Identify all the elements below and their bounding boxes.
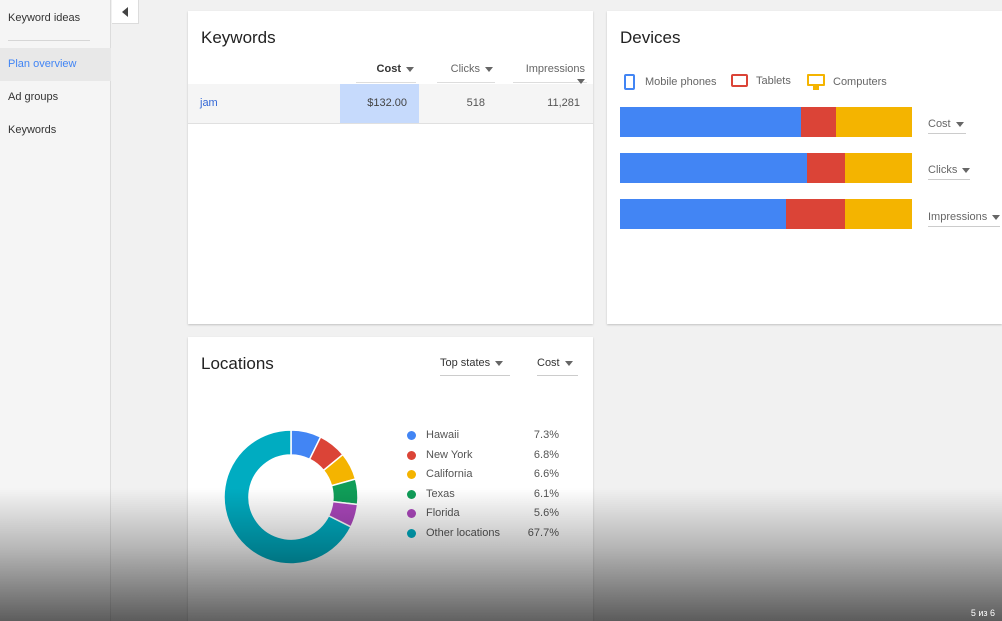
metric-dropdown-clicks[interactable]: Clicks bbox=[928, 164, 971, 180]
legend-tablets: Tablets bbox=[731, 74, 791, 87]
bar-segment-tablets bbox=[786, 199, 845, 229]
chevron-down-icon bbox=[955, 121, 964, 127]
sidebar-item-plan-overview[interactable]: Plan overview bbox=[0, 48, 111, 81]
sort-caret-icon bbox=[406, 66, 414, 72]
bar-segment-tablets bbox=[801, 107, 837, 137]
legend-dot bbox=[407, 470, 416, 479]
legend-item: Other locations 67.7% bbox=[407, 527, 559, 541]
sidebar: Keyword ideas Plan overview Ad groups Ke… bbox=[0, 0, 111, 621]
legend-dot bbox=[407, 490, 416, 499]
sidebar-item-keywords[interactable]: Keywords bbox=[8, 124, 57, 136]
bar-segment-computers bbox=[844, 153, 912, 183]
keywords-title: Keywords bbox=[201, 28, 276, 47]
legend-item: Hawaii 7.3% bbox=[407, 429, 559, 443]
device-bar-clicks bbox=[620, 153, 912, 183]
legend-dot bbox=[407, 509, 416, 518]
devices-title: Devices bbox=[620, 28, 681, 47]
location-metric-dropdown[interactable]: Cost bbox=[537, 357, 578, 376]
chevron-left-icon bbox=[122, 6, 128, 17]
legend-mobile-phones: Mobile phones bbox=[624, 74, 717, 90]
mobile-phone-icon bbox=[624, 74, 635, 90]
locations-title: Locations bbox=[201, 354, 274, 373]
legend-item: Florida 5.6% bbox=[407, 507, 559, 521]
sort-caret-icon bbox=[577, 78, 585, 84]
keyword-link[interactable]: jam bbox=[200, 97, 218, 109]
locations-card: Locations Top states Cost Hawaii 7.3% New… bbox=[188, 337, 593, 621]
chevron-down-icon bbox=[495, 360, 504, 366]
keywords-card: Keywords Cost Clicks Impressions jam $13… bbox=[188, 11, 593, 324]
bar-segment-mobile-phones bbox=[620, 153, 807, 183]
legend-item: California 6.6% bbox=[407, 468, 559, 482]
bar-segment-computers bbox=[844, 199, 912, 229]
collapse-sidebar-button[interactable] bbox=[112, 0, 139, 24]
cost-cell: $132.00 bbox=[340, 84, 419, 123]
bar-segment-tablets bbox=[806, 153, 845, 183]
tablet-icon bbox=[731, 74, 748, 87]
legend-dot bbox=[407, 451, 416, 460]
metric-dropdown-cost[interactable]: Cost bbox=[928, 118, 966, 134]
table-row: jam $132.00 518 11,281 bbox=[188, 84, 593, 124]
sort-caret-icon bbox=[485, 66, 493, 72]
page-indicator: 5 из 6 bbox=[970, 608, 995, 618]
metric-dropdown-impressions[interactable]: Impressions bbox=[928, 211, 1001, 227]
device-bar-cost bbox=[620, 107, 912, 137]
legend-computers: Computers bbox=[807, 74, 887, 90]
locations-donut-chart bbox=[223, 429, 359, 565]
chevron-down-icon bbox=[992, 214, 1001, 220]
legend-dot bbox=[407, 431, 416, 440]
chevron-down-icon bbox=[564, 360, 573, 366]
clicks-cell: 518 bbox=[466, 97, 485, 109]
column-header-cost[interactable]: Cost bbox=[356, 63, 416, 83]
sidebar-item-keyword-ideas[interactable]: Keyword ideas bbox=[8, 12, 81, 24]
bar-segment-mobile-phones bbox=[620, 199, 787, 229]
legend-dot bbox=[407, 529, 416, 538]
bar-segment-mobile-phones bbox=[620, 107, 802, 137]
computer-icon bbox=[807, 74, 825, 90]
sidebar-divider bbox=[8, 40, 90, 41]
bar-segment-computers bbox=[836, 107, 912, 137]
devices-card: Devices Mobile phones Tablets Computers … bbox=[607, 11, 1002, 324]
device-bar-impressions bbox=[620, 199, 912, 229]
location-scope-dropdown[interactable]: Top states bbox=[440, 357, 510, 376]
column-header-clicks[interactable]: Clicks bbox=[437, 63, 495, 83]
column-header-impressions[interactable]: Impressions bbox=[513, 63, 587, 84]
chevron-down-icon bbox=[962, 167, 971, 173]
legend-item: Texas 6.1% bbox=[407, 488, 559, 502]
sidebar-item-ad-groups[interactable]: Ad groups bbox=[8, 91, 59, 103]
impressions-cell: 11,281 bbox=[547, 97, 580, 109]
legend-item: New York 6.8% bbox=[407, 449, 559, 463]
